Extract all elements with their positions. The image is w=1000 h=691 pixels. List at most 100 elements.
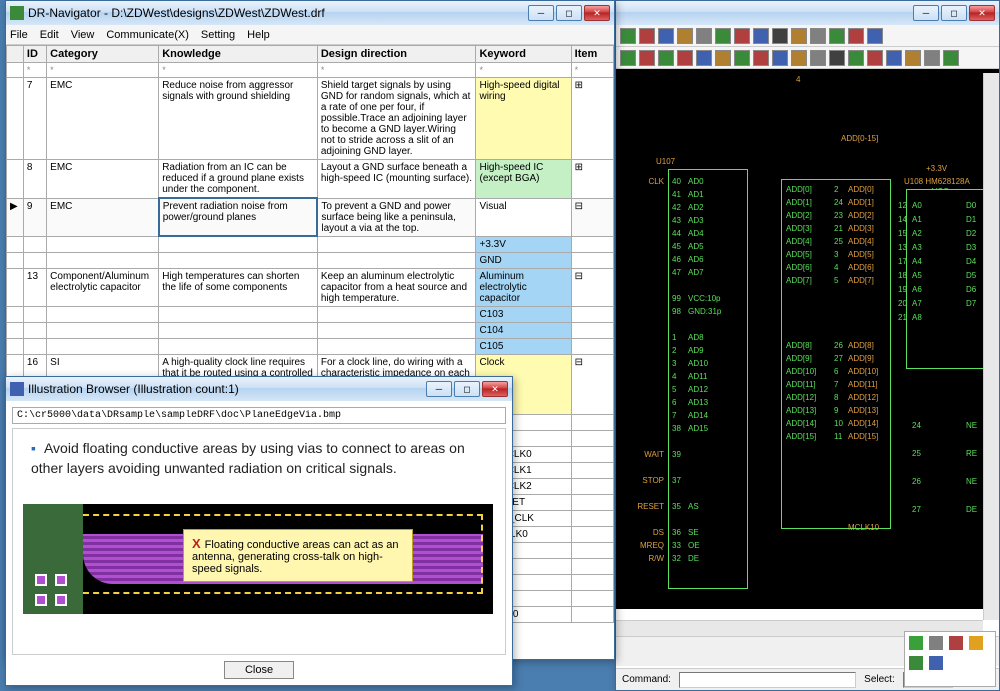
toolbar-icon[interactable] — [772, 50, 788, 66]
table-subrow[interactable]: +3.3V — [7, 236, 614, 252]
pin-label: ADD[9] — [848, 354, 874, 363]
toolbar-icon[interactable] — [620, 28, 636, 44]
toolbar-icon[interactable] — [791, 28, 807, 44]
table-row[interactable]: ▶9EMCPrevent radiation noise from power/… — [7, 198, 614, 236]
maximize-button[interactable]: ◻ — [941, 5, 967, 21]
col-id[interactable]: ID — [23, 46, 46, 63]
toolbar-icon[interactable] — [696, 28, 712, 44]
toolbar-icon[interactable] — [791, 50, 807, 66]
pin-label: A5 — [912, 271, 922, 280]
image-path-input[interactable] — [12, 407, 506, 424]
table-subrow[interactable]: GND — [7, 252, 614, 268]
dr-titlebar[interactable]: DR-Navigator - D:\ZDWest\designs\ZDWest\… — [6, 1, 614, 25]
maximize-button[interactable]: ◻ — [454, 381, 480, 397]
toolbar-icon[interactable] — [734, 28, 750, 44]
pin-label: A8 — [912, 313, 922, 322]
scrollbar-vertical[interactable] — [983, 73, 999, 620]
pin-label: STOP — [618, 476, 664, 485]
pin-label: GND:31p — [688, 307, 721, 316]
toolbar-icon[interactable] — [715, 28, 731, 44]
toolbar-icon[interactable] — [848, 50, 864, 66]
close-button[interactable]: Close — [224, 661, 294, 679]
pin-label: 25 — [834, 237, 843, 246]
tray-icon[interactable] — [909, 656, 923, 670]
toolbar-icon[interactable] — [658, 28, 674, 44]
col-category[interactable]: Category — [47, 46, 159, 63]
pin-label: A1 — [912, 215, 922, 224]
toolbar-icon[interactable] — [943, 50, 959, 66]
tray-icon[interactable] — [949, 636, 963, 650]
menu-edit[interactable]: Edit — [40, 29, 59, 41]
toolbar-icon[interactable] — [810, 28, 826, 44]
col-designdirection[interactable]: Design direction — [317, 46, 476, 63]
toolbar-icon[interactable] — [715, 50, 731, 66]
schematic-canvas[interactable]: 4 ADD[0-15] +3.3V U107 U108 HM628128A VC… — [616, 69, 999, 609]
toolbar-icon[interactable] — [658, 50, 674, 66]
menu-setting[interactable]: Setting — [201, 29, 235, 41]
toolbar-icon[interactable] — [753, 50, 769, 66]
pin-label: ADD[5] — [786, 250, 812, 259]
toolbar-icon[interactable] — [867, 50, 883, 66]
table-row[interactable]: 7EMCReduce noise from aggressor signals … — [7, 78, 614, 160]
toolbar-icon[interactable] — [696, 50, 712, 66]
toolbar-icon[interactable] — [677, 50, 693, 66]
close-button[interactable]: ✕ — [969, 5, 995, 21]
menu-communicatex[interactable]: Communicate(X) — [106, 29, 189, 41]
tray-icon[interactable] — [969, 636, 983, 650]
col-knowledge[interactable]: Knowledge — [159, 46, 318, 63]
pin-label: 26 — [834, 341, 843, 350]
filter-row[interactable]: ****** — [7, 63, 614, 78]
table-row[interactable]: 8EMCRadiation from an IC can be reduced … — [7, 160, 614, 199]
pin-label: 6 — [834, 367, 838, 376]
pin-label: 46 — [672, 255, 681, 264]
pin-label: 43 — [672, 216, 681, 225]
toolbar-icon[interactable] — [924, 50, 940, 66]
table-subrow[interactable]: C103 — [7, 306, 614, 322]
pin-label: DE — [966, 505, 977, 514]
pin-label: ADD[11] — [848, 380, 878, 389]
close-button[interactable]: ✕ — [482, 381, 508, 397]
pin-label: 7 — [672, 411, 676, 420]
toolbar-icon[interactable] — [639, 28, 655, 44]
toolbar-icon[interactable] — [677, 28, 693, 44]
toolbar-icon[interactable] — [772, 28, 788, 44]
tray-icon[interactable] — [909, 636, 923, 650]
table-row[interactable]: 13Component/Aluminum electrolytic capaci… — [7, 268, 614, 306]
pin-label: ADD[10] — [848, 367, 878, 376]
table-subrow[interactable]: C104 — [7, 322, 614, 338]
tray-icon[interactable] — [929, 656, 943, 670]
toolbar-icon[interactable] — [829, 50, 845, 66]
toolbar-icon[interactable] — [639, 50, 655, 66]
status-command-field[interactable] — [679, 672, 856, 688]
col-keyword[interactable]: Keyword — [476, 46, 571, 63]
tray-icon[interactable] — [929, 636, 943, 650]
toolbar-icon[interactable] — [886, 50, 902, 66]
toolbar-icon[interactable] — [734, 50, 750, 66]
pin-label: 8 — [834, 393, 838, 402]
minimize-button[interactable]: ─ — [913, 5, 939, 21]
close-button[interactable]: ✕ — [584, 5, 610, 21]
minimize-button[interactable]: ─ — [528, 5, 554, 21]
illustration-titlebar[interactable]: Illustration Browser (Illustration count… — [6, 377, 512, 401]
pin-label: ADD[10] — [786, 367, 816, 376]
minimize-button[interactable]: ─ — [426, 381, 452, 397]
toolbar-icon[interactable] — [810, 50, 826, 66]
menu-file[interactable]: File — [10, 29, 28, 41]
toolbar-icon[interactable] — [905, 50, 921, 66]
toolbar-icon[interactable] — [829, 28, 845, 44]
toolbar-icon[interactable] — [753, 28, 769, 44]
table-header: IDCategoryKnowledgeDesign directionKeywo… — [7, 46, 614, 63]
menu-view[interactable]: View — [71, 29, 95, 41]
col-item[interactable]: Item — [571, 46, 613, 63]
pin-label: AD7 — [688, 268, 704, 277]
toolbar-icon[interactable] — [867, 28, 883, 44]
pin-label: 14 — [898, 215, 907, 224]
toolbar-icon[interactable] — [848, 28, 864, 44]
table-subrow[interactable]: C105 — [7, 338, 614, 354]
maximize-button[interactable]: ◻ — [556, 5, 582, 21]
menu-help[interactable]: Help — [247, 29, 270, 41]
system-tray — [904, 631, 996, 687]
pin-label: VCC:10p — [688, 294, 720, 303]
pin-label: D0 — [966, 201, 976, 210]
toolbar-icon[interactable] — [620, 50, 636, 66]
